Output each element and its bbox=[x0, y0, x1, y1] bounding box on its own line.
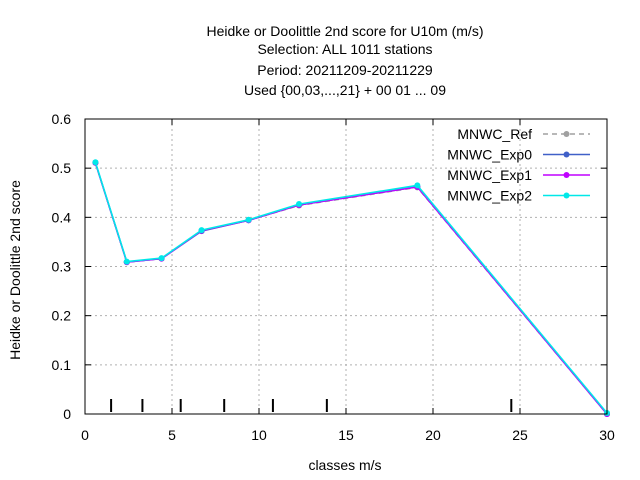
plot-area-frame bbox=[84, 118, 608, 415]
legend-label-MNWC_Exp0: MNWC_Exp0 bbox=[447, 147, 532, 163]
data-point bbox=[198, 227, 205, 234]
x-axis-label: classes m/s bbox=[308, 457, 381, 473]
title-line-2: Selection: ALL 1011 stations bbox=[257, 41, 432, 57]
y-axis-label: Heidke or Doolittle 2nd score bbox=[7, 180, 23, 360]
grid bbox=[85, 119, 607, 414]
series-layer bbox=[92, 159, 610, 417]
y-tick-label: 0.5 bbox=[52, 160, 72, 176]
x-tick-label: 5 bbox=[168, 427, 176, 443]
title-line-1: Heidke or Doolittle 2nd score for U10m (… bbox=[207, 23, 484, 39]
legend: MNWC_Ref MNWC_Exp0 MNWC_Exp1 MNWC_Exp2 bbox=[447, 126, 590, 204]
y-tick-label: 0.3 bbox=[52, 259, 72, 275]
x-tick-label: 10 bbox=[251, 427, 267, 443]
legend-label-MNWC_Ref: MNWC_Ref bbox=[457, 126, 532, 142]
legend-marker-MNWC_Exp1 bbox=[563, 172, 570, 178]
y-axis-ticks: 0 0.1 0.2 0.3 0.4 0.5 0.6 bbox=[52, 111, 607, 422]
y-tick-label: 0.6 bbox=[52, 111, 72, 127]
data-point bbox=[92, 159, 99, 166]
legend-label-MNWC_Exp2: MNWC_Exp2 bbox=[447, 188, 532, 204]
data-point bbox=[123, 258, 130, 265]
title-line-3: Period: 20211209-20211229 bbox=[257, 62, 433, 78]
x-tick-label: 20 bbox=[425, 427, 441, 443]
legend-label-MNWC_Exp1: MNWC_Exp1 bbox=[447, 167, 532, 183]
legend-marker-MNWC_Exp2 bbox=[563, 192, 570, 199]
series-MNWC_Exp2 bbox=[92, 159, 610, 417]
series-MNWC_Exp1 bbox=[92, 159, 610, 417]
data-point bbox=[245, 216, 252, 223]
legend-marker-MNWC_Exp0 bbox=[563, 151, 570, 158]
y-tick-label: 0.1 bbox=[52, 357, 72, 373]
series-MNWC_Exp0 bbox=[92, 159, 610, 417]
x-tick-label: 25 bbox=[512, 427, 528, 443]
x-tick-label: 0 bbox=[81, 427, 89, 443]
series-MNWC_Ref bbox=[92, 159, 610, 417]
data-point bbox=[414, 182, 421, 189]
y-tick-label: 0.4 bbox=[52, 209, 72, 225]
x-tick-label: 30 bbox=[599, 427, 615, 443]
chart-title: Heidke or Doolittle 2nd score for U10m (… bbox=[207, 23, 484, 98]
x-tick-label: 15 bbox=[338, 427, 354, 443]
x-axis-ticks: 0 5 10 15 20 25 30 bbox=[81, 119, 615, 443]
data-point bbox=[158, 255, 165, 262]
y-tick-label: 0.2 bbox=[52, 308, 72, 324]
title-line-4: Used {00,03,...,21} + 00 01 ... 09 bbox=[244, 82, 446, 98]
data-point bbox=[296, 201, 303, 208]
legend-marker-MNWC_Ref bbox=[563, 131, 570, 137]
series-line-MNWC_Exp2 bbox=[94, 162, 608, 414]
y-tick-label: 0 bbox=[63, 406, 71, 422]
class-markers bbox=[110, 399, 513, 412]
